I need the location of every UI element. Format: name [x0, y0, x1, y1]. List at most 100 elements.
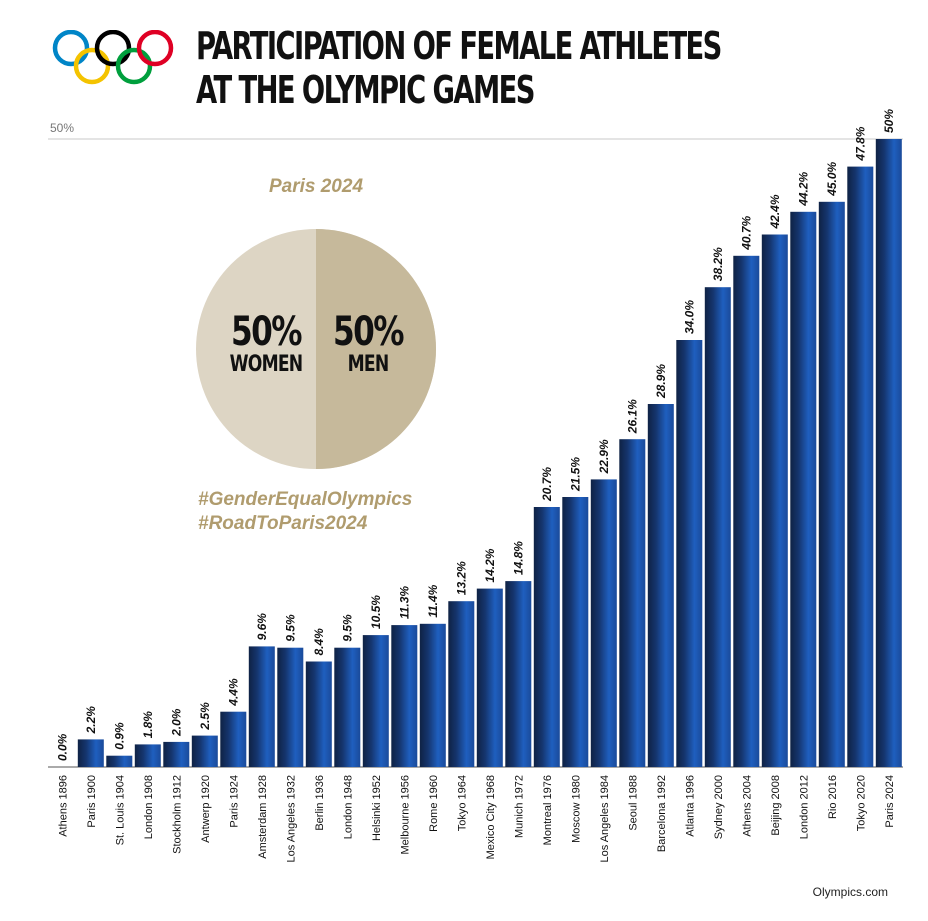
category-label: Melbourne 1956 [399, 775, 411, 855]
value-label: 11.3% [397, 586, 411, 619]
category-label: Los Angeles 1932 [285, 775, 297, 862]
bar [619, 439, 646, 767]
category-label: Athens 2004 [741, 775, 753, 837]
bar [590, 479, 617, 767]
value-label: 26.1% [625, 399, 639, 434]
category-label: Tokyo 1964 [456, 775, 468, 831]
pie-title: Paris 2024 [268, 176, 364, 197]
black-ring-icon [94, 30, 132, 67]
value-label: 44.2% [796, 171, 810, 206]
category-label: Paris 1924 [228, 775, 240, 828]
yellow-ring-icon [73, 47, 111, 85]
category-label: Rio 2016 [827, 775, 839, 819]
value-label: 9.6% [255, 613, 269, 641]
bar [790, 211, 817, 768]
category-label: Athens 1896 [57, 775, 69, 837]
men-percent: 50% [332, 309, 405, 355]
bar [448, 601, 475, 767]
value-label: 34.0% [682, 300, 696, 334]
bar [818, 201, 845, 768]
pie-men-label: 50% MEN [318, 312, 418, 376]
category-label: Paris 2024 [884, 775, 896, 828]
value-label: 10.5% [369, 595, 383, 629]
value-label: 45.0% [825, 161, 839, 196]
category-label: Paris 1900 [86, 775, 98, 828]
value-label: 8.4% [312, 628, 326, 656]
value-label: 11.4% [426, 584, 440, 617]
value-label: 42.4% [768, 194, 782, 229]
women-label: WOMEN [229, 352, 304, 377]
bar [248, 646, 275, 767]
category-label: Amsterdam 1928 [257, 775, 269, 859]
bar [562, 497, 589, 767]
bar [362, 635, 389, 767]
value-label: 22.9% [597, 439, 611, 474]
bar [875, 139, 902, 767]
bar [277, 647, 304, 767]
category-label: Munich 1972 [513, 775, 525, 838]
hashtag-gender-equal: #GenderEqualOlympics [198, 489, 413, 510]
green-ring-icon [115, 47, 153, 85]
category-label: Los Angeles 1984 [599, 775, 611, 862]
page-title: PARTICIPATION OF FEMALE ATHLETES AT THE … [196, 24, 722, 112]
value-label: 40.7% [739, 215, 753, 250]
bar [134, 744, 161, 767]
bar [847, 166, 874, 768]
value-label: 20.7% [540, 467, 554, 502]
category-label: Helsinki 1952 [371, 775, 383, 841]
value-label: 4.4% [226, 678, 240, 707]
bar [733, 255, 760, 768]
men-label: MEN [347, 352, 390, 377]
bar [647, 404, 674, 767]
category-label: Montreal 1976 [542, 775, 554, 845]
value-label: 28.9% [654, 364, 668, 399]
category-label: London 1908 [143, 775, 155, 839]
value-label: 13.2% [454, 561, 468, 595]
value-label: 9.5% [283, 614, 297, 642]
bar [476, 588, 503, 767]
category-label: London 1948 [342, 775, 354, 839]
bar [220, 711, 247, 767]
value-label: 0.0% [55, 733, 69, 761]
category-label: Beijing 2008 [770, 775, 782, 836]
category-label: Atlanta 1996 [684, 775, 696, 837]
title-line-2: AT THE OLYMPIC GAMES [196, 68, 535, 112]
category-label: Seoul 1988 [627, 775, 639, 831]
bar [391, 625, 418, 767]
value-label: 47.8% [853, 126, 867, 161]
category-label: London 2012 [798, 775, 810, 839]
title-line-1: PARTICIPATION OF FEMALE ATHLETES [196, 24, 722, 68]
category-label: Berlin 1936 [314, 775, 326, 831]
category-label: St. Louis 1904 [114, 775, 126, 845]
red-ring-icon [136, 30, 174, 67]
value-label: 1.8% [141, 711, 155, 739]
pie-women-label: 50% WOMEN [216, 312, 316, 376]
bar [419, 623, 446, 767]
bar [163, 741, 190, 767]
women-percent: 50% [230, 309, 303, 355]
value-label: 21.5% [568, 457, 582, 492]
value-label: 2.2% [84, 706, 98, 735]
category-label: Sydney 2000 [713, 775, 725, 839]
category-label: Rome 1960 [428, 775, 440, 832]
bar [533, 507, 560, 767]
bar [191, 735, 218, 767]
reference-line-label: 50% [50, 121, 74, 135]
value-label: 0.9% [112, 722, 126, 750]
bar [761, 234, 788, 767]
category-label: Stockholm 1912 [171, 775, 183, 854]
bar [676, 340, 703, 767]
bar [704, 287, 731, 767]
bar [505, 581, 532, 767]
value-label: 2.5% [198, 702, 212, 731]
hashtag-road-to-paris: #RoadToParis2024 [198, 513, 368, 534]
value-label: 14.2% [483, 548, 497, 582]
value-label: 2.0% [169, 708, 183, 737]
bar [305, 661, 332, 767]
category-label: Tokyo 2020 [855, 775, 867, 831]
value-label: 14.8% [511, 541, 525, 575]
category-label: Antwerp 1920 [200, 775, 212, 843]
value-label: 38.2% [711, 247, 725, 281]
category-label: Moscow 1980 [570, 775, 582, 843]
value-label: 9.5% [340, 614, 354, 642]
